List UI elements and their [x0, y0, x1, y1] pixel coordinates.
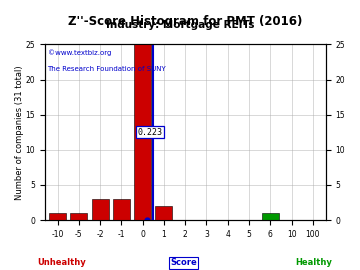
Title: Z''-Score Histogram for PMT (2016): Z''-Score Histogram for PMT (2016)	[68, 15, 302, 28]
Text: Score: Score	[170, 258, 197, 267]
Bar	[49, 213, 66, 220]
Bar	[91, 199, 109, 220]
Text: Healthy: Healthy	[295, 258, 332, 267]
Text: Unhealthy: Unhealthy	[37, 258, 86, 267]
Bar	[134, 45, 151, 220]
Bar	[156, 206, 172, 220]
Bar	[113, 199, 130, 220]
Text: ©www.textbiz.org: ©www.textbiz.org	[48, 50, 111, 56]
Bar	[262, 213, 279, 220]
Text: The Research Foundation of SUNY: The Research Foundation of SUNY	[48, 66, 166, 72]
Bar	[70, 213, 87, 220]
Text: 0.223: 0.223	[137, 128, 162, 137]
Text: Industry: Mortgage REITs: Industry: Mortgage REITs	[106, 20, 254, 30]
Y-axis label: Number of companies (31 total): Number of companies (31 total)	[15, 65, 24, 200]
